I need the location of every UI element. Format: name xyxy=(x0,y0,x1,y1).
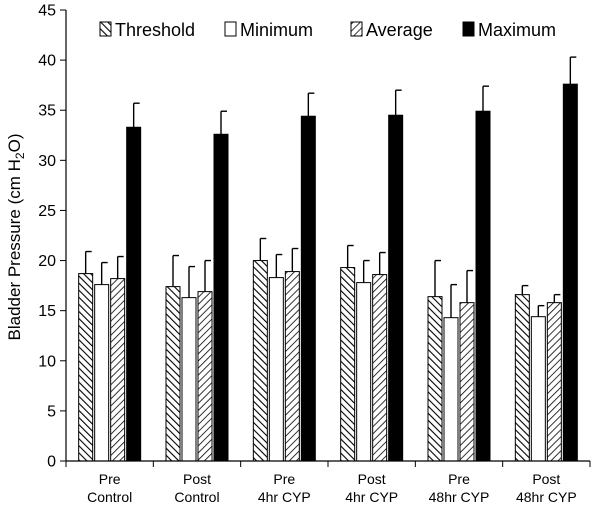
y-tick-label: 35 xyxy=(38,103,56,120)
bar-average xyxy=(372,274,388,462)
bar-threshold xyxy=(514,294,530,462)
y-axis-ticks: 0 5 10 15 20 25 30 35 40 45 xyxy=(38,3,66,471)
x-tick-label-line2: 48hr CYP xyxy=(516,489,577,505)
bar-minimum xyxy=(94,284,110,462)
bar-maximum xyxy=(300,115,316,462)
legend-swatch-threshold xyxy=(99,21,112,37)
x-tick-label-line2: 48hr CYP xyxy=(429,489,490,505)
y-tick-label: 30 xyxy=(38,153,56,170)
legend-label-threshold: Threshold xyxy=(115,20,195,40)
bar-minimum xyxy=(356,282,372,462)
bar-average xyxy=(110,278,126,462)
bar-maximum xyxy=(126,126,142,462)
y-tick-label: 25 xyxy=(38,203,56,220)
x-tick-label-line2: 4hr CYP xyxy=(258,489,311,505)
legend-swatch-average xyxy=(350,21,363,37)
bar-threshold xyxy=(427,296,443,462)
bar-average xyxy=(459,302,475,462)
bar-maximum xyxy=(213,133,229,462)
x-tick-label-line1: Pre xyxy=(448,471,470,487)
bar-average xyxy=(197,291,213,462)
bar-threshold xyxy=(340,267,356,462)
legend-swatch-minimum xyxy=(224,21,237,37)
y-tick-label: 20 xyxy=(38,253,56,270)
bar-threshold xyxy=(78,273,94,462)
x-axis-labels: Pre Control Post Control Pre 4hr CYP Post 4hr C… xyxy=(87,471,577,505)
bar-average xyxy=(546,302,562,462)
y-tick-label: 45 xyxy=(38,3,56,20)
y-tick-label: 10 xyxy=(38,353,56,370)
bar-maximum xyxy=(475,110,491,462)
x-tick-label-line1: Post xyxy=(358,471,386,487)
bar-average xyxy=(284,271,300,462)
x-tick-label-line1: Pre xyxy=(99,471,121,487)
y-tick-label: 5 xyxy=(47,403,56,420)
x-tick-label-line2: Control xyxy=(87,489,132,505)
x-tick-label-line1: Post xyxy=(532,471,560,487)
axes xyxy=(65,10,591,467)
bar-minimum xyxy=(268,277,284,462)
bar-minimum xyxy=(443,317,459,462)
bar-minimum xyxy=(530,316,546,462)
y-tick-label: 0 xyxy=(47,454,56,471)
legend: Threshold Minimum Average Maximum xyxy=(99,20,556,40)
bar-maximum xyxy=(562,83,578,462)
legend-swatch-maximum xyxy=(462,21,475,37)
bar-threshold xyxy=(252,260,268,462)
legend-label-average: Average xyxy=(366,20,433,40)
x-tick-label-line2: 4hr CYP xyxy=(345,489,398,505)
bar-threshold xyxy=(165,286,181,462)
y-axis-title: Bladder Pressure (cm H2O) xyxy=(5,134,27,341)
x-tick-label-line2: Control xyxy=(174,489,219,505)
bar-maximum xyxy=(388,114,404,462)
bars xyxy=(78,56,578,462)
y-tick-label: 15 xyxy=(38,303,56,320)
x-tick-label-line1: Pre xyxy=(273,471,295,487)
y-tick-label: 40 xyxy=(38,53,56,70)
legend-label-minimum: Minimum xyxy=(240,20,313,40)
legend-label-maximum: Maximum xyxy=(478,20,556,40)
y-axis-title-main: Bladder Pressure (cm H xyxy=(5,159,24,340)
bar-minimum xyxy=(181,297,197,462)
x-tick-label-line1: Post xyxy=(183,471,211,487)
y-axis-title-tail: O) xyxy=(5,134,24,153)
y-axis-title-subscript: 2 xyxy=(13,152,27,159)
